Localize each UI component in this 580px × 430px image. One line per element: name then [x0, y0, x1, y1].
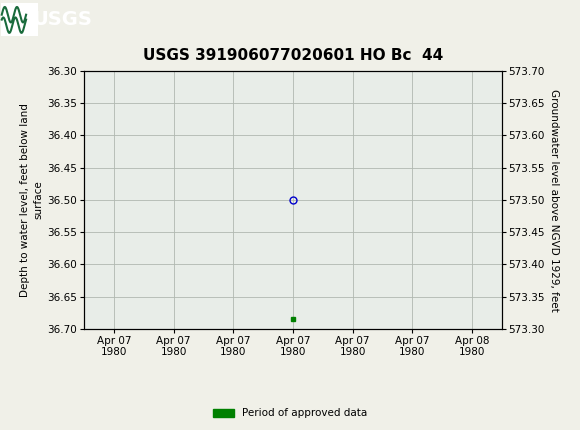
Y-axis label: Depth to water level, feet below land
surface: Depth to water level, feet below land su…	[20, 103, 43, 297]
Text: USGS: USGS	[32, 10, 92, 29]
Title: USGS 391906077020601 HO Bc  44: USGS 391906077020601 HO Bc 44	[143, 48, 443, 63]
Bar	[1, 3, 38, 36]
Legend: Period of approved data: Period of approved data	[209, 404, 371, 423]
Y-axis label: Groundwater level above NGVD 1929, feet: Groundwater level above NGVD 1929, feet	[549, 89, 559, 311]
